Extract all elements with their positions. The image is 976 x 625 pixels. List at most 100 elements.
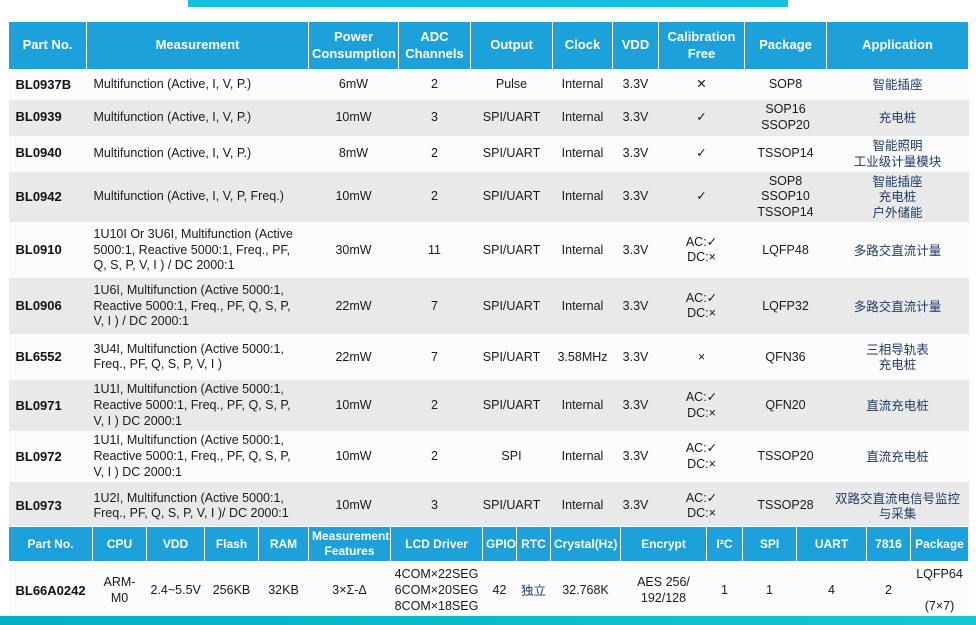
cell-vdd: 3.3V — [612, 380, 659, 432]
cell-package: TSSOP14 — [744, 135, 827, 172]
cell-measurement: Multifunction (Active, I, V, P.) — [86, 69, 309, 100]
table-row: BL0906 1U6I, Multifunction (Active 5000:1… — [8, 278, 969, 335]
cell-application: 多路交直流计量 — [826, 278, 969, 335]
cell-vdd: 3.3V — [612, 99, 659, 136]
mcu-table: Part No. CPU VDD Flash RAM Measurement Featur… — [8, 526, 969, 620]
cell-clock: Internal — [552, 69, 613, 100]
cell-vdd: 3.3V — [612, 135, 659, 172]
cell-measurement: 1U2I, Multifunction (Active 5000:1, Freq… — [86, 482, 309, 531]
column-header-gpio: GPIO — [482, 526, 517, 562]
cell-adc: 2 — [398, 69, 471, 100]
cell-calibration: AC:✓ DC:× — [658, 482, 745, 531]
cell-encrypt: AES 256/ 192/128 — [620, 561, 707, 620]
column-header-adc: ADC Channels — [398, 21, 471, 70]
cell-lcd: 4COM×22SEG 6COM×20SEG 8COM×18SEG — [390, 561, 483, 620]
cell-part: BL0940 — [8, 135, 87, 172]
cell-application: 直流充电桩 — [826, 380, 969, 432]
metering-ic-table-section: Part No. Measurement Power Consumption ADC … — [8, 21, 969, 531]
cell-vdd: 3.3V — [612, 431, 659, 483]
cell-power: 10mW — [308, 380, 399, 432]
cell-package: TSSOP20 — [744, 431, 827, 483]
cell-measurement: 1U1I, Multifunction (Active 5000:1, Reac… — [86, 431, 309, 483]
top-accent-bar — [188, 0, 788, 7]
cell-part: BL6552 — [8, 334, 87, 381]
table-row: BL6552 3U4I, Multifunction (Active 5000:1… — [8, 334, 969, 381]
table-row: BL0972 1U1I, Multifunction (Active 5000:1… — [8, 431, 969, 483]
column-header-power: Power Consumption — [308, 21, 399, 70]
cell-package: LQFP32 — [744, 278, 827, 335]
cell-application: 充电桩 — [826, 99, 969, 136]
cell-adc: 2 — [398, 380, 471, 432]
cell-package: TSSOP28 — [744, 482, 827, 531]
bottom-accent-bar — [0, 616, 976, 625]
cell-calibration: AC:✓ DC:× — [658, 431, 745, 483]
cell-measurement: Multifunction (Active, I, V, P.) — [86, 135, 309, 172]
cell-crystal: 32.768K — [550, 561, 621, 620]
cell-calibration: ✓ — [658, 135, 745, 172]
column-header-calibration: Calibration Free — [658, 21, 745, 70]
cell-vdd: 3.3V — [612, 334, 659, 381]
column-header-rtc: RTC — [516, 526, 551, 562]
column-header-package: Package — [744, 21, 827, 70]
cell-clock: 3.58MHz — [552, 334, 613, 381]
cell-vdd: 3.3V — [612, 69, 659, 100]
cell-features: 3×Σ-Δ — [308, 561, 391, 620]
column-header-measurement: Measurement — [86, 21, 309, 70]
cell-application: 直流充电桩 — [826, 431, 969, 483]
table-row: BL66A0242 ARM-M0 2.4~5.5V 256KB 32KB 3×Σ-Δ 4CO… — [8, 561, 969, 620]
cell-output: SPI/UART — [470, 171, 553, 223]
cell-power: 10mW — [308, 482, 399, 531]
cell-measurement: 3U4I, Multifunction (Active 5000:1, Freq… — [86, 334, 309, 381]
cell-rtc: 独立 — [516, 561, 551, 620]
cell-part: BL0973 — [8, 482, 87, 531]
cell-application: 智能插座 充电桩 户外储能 — [826, 171, 969, 223]
cell-adc: 2 — [398, 135, 471, 172]
column-header-flash: Flash — [204, 526, 259, 562]
cell-package: QFN20 — [744, 380, 827, 432]
metering-ic-table: Part No. Measurement Power Consumption ADC … — [8, 21, 969, 531]
column-header-part: Part No. — [8, 21, 87, 70]
table-row: BL0940 Multifunction (Active, I, V, P.) 8m… — [8, 135, 969, 172]
cell-power: 22mW — [308, 278, 399, 335]
cell-part: BL0972 — [8, 431, 87, 483]
cell-clock: Internal — [552, 135, 613, 172]
cell-output: SPI/UART — [470, 380, 553, 432]
cell-cpu: ARM-M0 — [92, 561, 147, 620]
cell-clock: Internal — [552, 171, 613, 223]
cell-measurement: Multifunction (Active, I, V, P.) — [86, 99, 309, 136]
cell-part: BL0906 — [8, 278, 87, 335]
cell-package: SOP8 — [744, 69, 827, 100]
column-header-encrypt: Encrypt — [620, 526, 707, 562]
cell-clock: Internal — [552, 482, 613, 531]
cell-adc: 3 — [398, 99, 471, 136]
cell-calibration: ✓ — [658, 171, 745, 223]
cell-clock: Internal — [552, 99, 613, 136]
cell-vdd: 3.3V — [612, 278, 659, 335]
column-header-i2c: I²C — [706, 526, 743, 562]
cell-uart: 4 — [796, 561, 867, 620]
cell-calibration: ✕ — [658, 69, 745, 100]
cell-output: Pulse — [470, 69, 553, 100]
cell-application: 智能插座 — [826, 69, 969, 100]
cell-application: 双路交直流电信号监控与采集 — [826, 482, 969, 531]
cell-package: QFN36 — [744, 334, 827, 381]
column-header-ram: RAM — [258, 526, 309, 562]
column-header-part: Part No. — [8, 526, 93, 562]
cell-adc: 3 — [398, 482, 471, 531]
table-row: BL0971 1U1I, Multifunction (Active 5000:1… — [8, 380, 969, 432]
cell-power: 10mW — [308, 99, 399, 136]
cell-adc: 7 — [398, 278, 471, 335]
cell-clock: Internal — [552, 278, 613, 335]
cell-output: SPI/UART — [470, 482, 553, 531]
cell-measurement: 1U6I, Multifunction (Active 5000:1, Reac… — [86, 278, 309, 335]
cell-part: BL0939 — [8, 99, 87, 136]
cell-power: 22mW — [308, 334, 399, 381]
mcu-table-section: Part No. CPU VDD Flash RAM Measurement Featur… — [8, 526, 969, 620]
cell-adc: 2 — [398, 171, 471, 223]
cell-part: BL0971 — [8, 380, 87, 432]
cell-power: 8mW — [308, 135, 399, 172]
cell-output: SPI/UART — [470, 278, 553, 335]
cell-part: BL0942 — [8, 171, 87, 223]
column-header-features: Measurement Features — [308, 526, 391, 562]
cell-calibration: AC:✓ DC:× — [658, 222, 745, 279]
